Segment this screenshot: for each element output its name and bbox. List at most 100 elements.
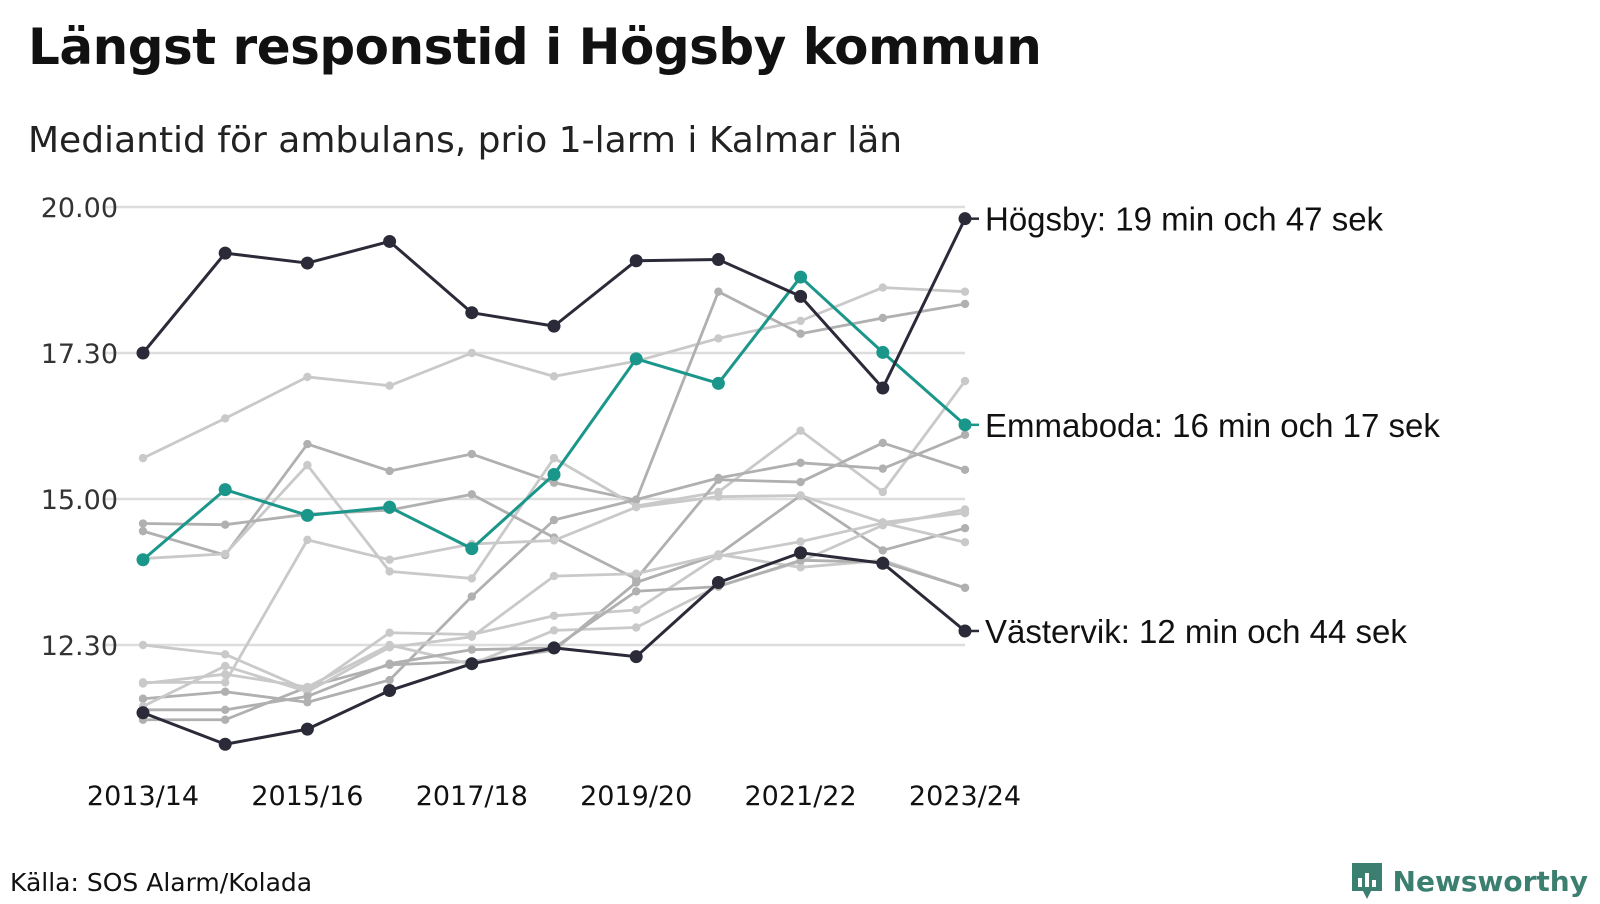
data-point bbox=[960, 299, 970, 309]
x-tick-label: 2013/14 bbox=[87, 781, 199, 812]
y-tick-label: 15.00 bbox=[41, 485, 118, 516]
data-point bbox=[138, 519, 148, 528]
data-point bbox=[136, 553, 150, 567]
data-point bbox=[960, 538, 970, 547]
data-point bbox=[632, 569, 641, 578]
data-point bbox=[136, 706, 150, 720]
data-point bbox=[960, 376, 970, 386]
data-point bbox=[467, 645, 476, 654]
data-point bbox=[218, 246, 232, 260]
data-point bbox=[796, 316, 805, 326]
data-point bbox=[385, 628, 394, 637]
data-point bbox=[383, 234, 397, 248]
series-end-label: Högsby: 19 min och 47 sek bbox=[985, 201, 1384, 238]
data-point bbox=[794, 546, 808, 560]
series-end-label: Emmaboda: 16 min och 17 sek bbox=[985, 407, 1440, 444]
data-point bbox=[549, 571, 559, 581]
data-point bbox=[385, 567, 394, 576]
data-point bbox=[300, 722, 314, 736]
data-point bbox=[303, 372, 312, 382]
data-point bbox=[632, 502, 641, 512]
data-point bbox=[218, 737, 232, 751]
data-point bbox=[303, 698, 312, 707]
brand-name: Newsworthy bbox=[1392, 864, 1588, 898]
data-point bbox=[547, 319, 561, 333]
data-point bbox=[221, 678, 230, 687]
data-point bbox=[549, 453, 559, 463]
data-point bbox=[629, 352, 643, 366]
data-point bbox=[467, 592, 476, 601]
data-point bbox=[549, 626, 559, 635]
data-point bbox=[300, 256, 314, 270]
data-point bbox=[714, 473, 723, 483]
data-point bbox=[467, 490, 476, 499]
x-axis-ticks: 2013/14 2015/16 2017/18 2019/20 2021/22 2023/… bbox=[87, 781, 1021, 812]
x-tick-label: 2021/22 bbox=[745, 781, 857, 812]
y-tick-label: 17.30 bbox=[41, 339, 118, 370]
series-line bbox=[143, 494, 966, 722]
data-point bbox=[221, 414, 230, 423]
data-point bbox=[465, 542, 479, 556]
series-end-label: Västervik: 12 min och 44 sek bbox=[985, 613, 1407, 650]
data-point bbox=[221, 520, 230, 529]
data-point bbox=[714, 334, 723, 343]
data-point bbox=[632, 605, 641, 615]
data-point bbox=[385, 659, 394, 668]
data-point bbox=[796, 563, 805, 572]
data-point bbox=[549, 611, 559, 620]
data-point bbox=[796, 491, 805, 500]
series-line bbox=[143, 558, 966, 712]
data-point bbox=[876, 381, 890, 395]
data-point bbox=[467, 574, 476, 583]
data-point bbox=[385, 675, 394, 685]
brand-logo[interactable]: Newsworthy bbox=[1349, 858, 1588, 904]
data-point bbox=[549, 515, 559, 525]
data-point bbox=[960, 287, 970, 296]
data-point bbox=[796, 537, 805, 546]
data-point bbox=[385, 466, 394, 476]
series-group bbox=[136, 212, 972, 751]
data-point bbox=[465, 306, 479, 320]
data-point bbox=[632, 578, 641, 587]
data-point bbox=[878, 313, 887, 323]
background-series bbox=[138, 376, 970, 583]
data-point bbox=[221, 705, 230, 715]
data-point bbox=[878, 521, 887, 530]
background-series bbox=[138, 518, 970, 695]
data-point bbox=[711, 253, 725, 267]
data-point bbox=[714, 492, 723, 501]
data-point bbox=[878, 438, 887, 448]
data-point bbox=[549, 536, 559, 545]
x-tick-label: 2023/24 bbox=[909, 781, 1021, 812]
data-point bbox=[960, 430, 970, 439]
data-point bbox=[960, 524, 970, 533]
background-series bbox=[138, 505, 970, 692]
data-point bbox=[711, 376, 725, 390]
data-point bbox=[467, 632, 476, 642]
x-tick-label: 2017/18 bbox=[416, 781, 528, 812]
data-point bbox=[796, 477, 805, 487]
data-point bbox=[960, 465, 970, 474]
data-point bbox=[221, 687, 230, 696]
data-point bbox=[383, 500, 397, 514]
data-point bbox=[878, 464, 887, 473]
data-point bbox=[632, 587, 641, 596]
data-point bbox=[218, 483, 232, 497]
end-labels: Emmaboda: 16 min och 17 sek Västervik: 12… bbox=[965, 201, 1440, 650]
y-axis-ticks: 12.30 15.00 17.30 20.00 bbox=[41, 193, 118, 662]
data-point bbox=[796, 458, 805, 467]
data-point bbox=[300, 508, 314, 522]
data-point bbox=[794, 270, 808, 284]
data-point bbox=[221, 549, 230, 559]
gridlines bbox=[105, 205, 965, 647]
data-point bbox=[221, 650, 230, 659]
data-point bbox=[138, 526, 148, 536]
data-point bbox=[878, 487, 887, 497]
series-line bbox=[142, 521, 966, 692]
data-point bbox=[794, 289, 808, 303]
data-point bbox=[385, 640, 394, 650]
data-point bbox=[221, 670, 230, 679]
data-point bbox=[547, 641, 561, 655]
highlight-series bbox=[136, 212, 972, 395]
